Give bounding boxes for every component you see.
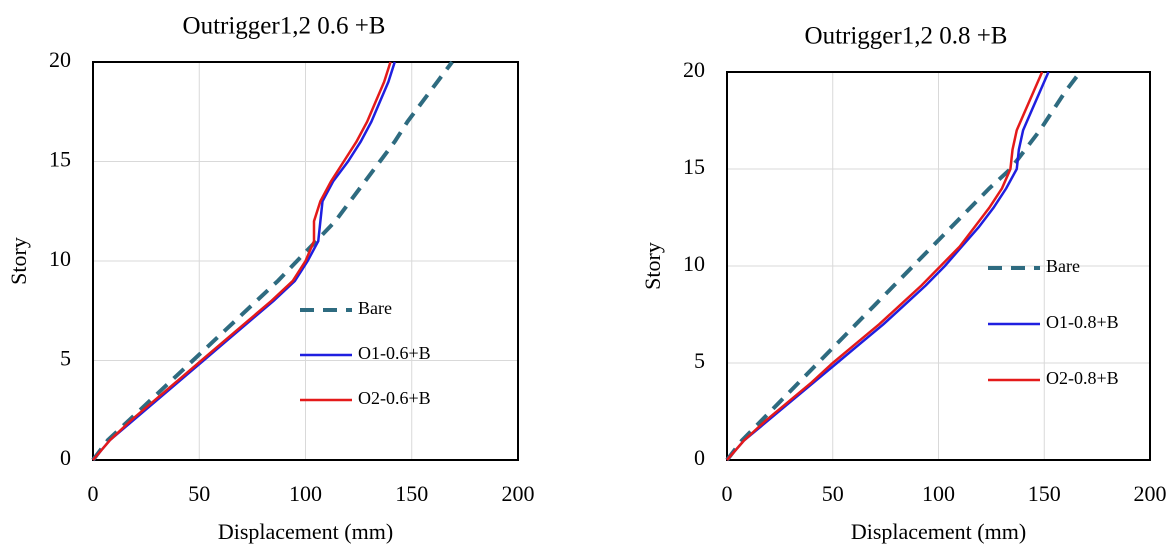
legend-label: O1-0.6+B (358, 343, 431, 363)
y-tick-label: 10 (683, 251, 705, 276)
plot-frame (92, 61, 519, 461)
x-tick-label: 100 (289, 481, 322, 506)
y-tick-label: 20 (49, 47, 71, 72)
data-line (92, 61, 392, 461)
x-tick-label: 50 (188, 481, 210, 506)
y-tick-label: 5 (694, 348, 705, 373)
y-tick-label: 15 (49, 147, 71, 172)
chart-title: Outrigger1,2 0.6 +B (183, 13, 386, 40)
y-tick-label: 20 (683, 57, 705, 82)
legend-label: Bare (1046, 256, 1080, 276)
plot-frame (726, 71, 1151, 461)
legend-label: O1-0.8+B (1046, 312, 1119, 332)
data-line (726, 71, 1050, 461)
x-tick-label: 0 (722, 481, 733, 506)
x-axis-label: Displacement (mm) (218, 519, 393, 544)
legend-label: Bare (358, 298, 392, 318)
y-axis-label: Story (640, 242, 665, 290)
y-tick-label: 0 (694, 445, 705, 470)
x-tick-label: 200 (502, 481, 535, 506)
y-tick-label: 5 (60, 346, 71, 371)
y-tick-label: 10 (49, 246, 71, 271)
data-line (91, 60, 454, 462)
data-line (726, 71, 1044, 461)
x-tick-label: 150 (395, 481, 428, 506)
y-tick-label: 15 (683, 154, 705, 179)
x-tick-label: 150 (1028, 481, 1061, 506)
x-tick-label: 0 (88, 481, 99, 506)
x-tick-label: 50 (822, 481, 844, 506)
x-axis-label: Displacement (mm) (851, 519, 1026, 544)
x-tick-label: 100 (922, 481, 955, 506)
data-line (92, 61, 396, 461)
x-tick-label: 200 (1134, 481, 1167, 506)
y-tick-label: 0 (60, 445, 71, 470)
y-axis-label: Story (6, 237, 31, 285)
legend-label: O2-0.8+B (1046, 368, 1119, 388)
legend-label: O2-0.6+B (358, 388, 431, 408)
chart-title: Outrigger1,2 0.8 +B (805, 23, 1008, 50)
data-line (725, 70, 1082, 462)
